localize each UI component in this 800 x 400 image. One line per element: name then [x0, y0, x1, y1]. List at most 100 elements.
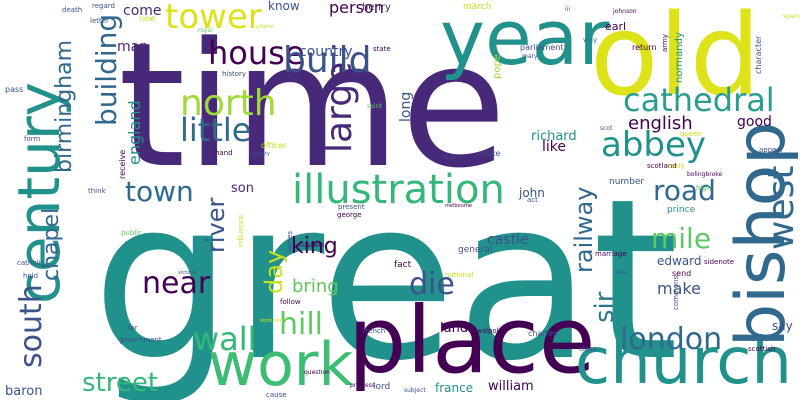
word-spain: spain	[783, 13, 800, 20]
word-subject: subject	[404, 387, 426, 394]
word-bring: bring	[292, 276, 339, 297]
word-johnson: johnson	[613, 8, 637, 15]
word-day: day	[260, 249, 288, 294]
word-work: work	[208, 330, 354, 400]
word-army: army	[661, 33, 669, 52]
word-north: north	[180, 83, 277, 124]
word-england: england	[125, 100, 144, 165]
word-place: place	[348, 287, 596, 394]
word-fact: fact	[394, 260, 412, 270]
word-richard: richard	[531, 129, 577, 144]
word-house: house	[208, 34, 305, 72]
word-early: early	[667, 162, 685, 170]
word-baron: baron	[5, 384, 43, 399]
word-die: die	[409, 267, 455, 302]
word-life: life	[124, 241, 140, 252]
word-abbey: abbey	[601, 125, 707, 165]
word-french: french	[363, 327, 386, 335]
word-character: character	[754, 35, 763, 74]
word-church: church	[575, 325, 792, 399]
word-make: make	[657, 279, 701, 298]
word-say: say	[772, 319, 793, 333]
word-castle: castle	[487, 232, 529, 248]
word-country: country	[299, 44, 353, 60]
word-return: return	[632, 43, 657, 52]
word-appear: appear	[759, 146, 784, 154]
word-receive: receive	[118, 149, 127, 179]
word-george: george	[337, 211, 362, 219]
word-far: far	[128, 324, 138, 332]
word-little: little	[180, 111, 252, 149]
word-cathedral: cathedral	[623, 81, 775, 119]
word-visit: visit	[443, 154, 456, 161]
word-commons: commons	[672, 275, 680, 310]
word-bolingbroke: bolingbroke	[687, 171, 723, 178]
word-government: government	[119, 336, 162, 344]
word-cause: cause	[266, 391, 287, 399]
word-railway: railway	[570, 186, 598, 273]
word-wall: wall	[193, 320, 257, 358]
word-duke: duke	[481, 149, 501, 158]
word-prince: prince	[667, 205, 696, 215]
word-person: person	[329, 0, 384, 17]
word-king: king	[291, 234, 338, 259]
word-question: question	[304, 369, 330, 376]
word-send: send	[672, 269, 692, 278]
word-regard: regard	[92, 2, 115, 10]
word-follow: follow	[280, 298, 301, 306]
word-princess: princess	[350, 382, 375, 389]
word-long: long	[398, 91, 414, 122]
word-dominion: dominion	[260, 318, 284, 324]
word-earl: earl	[605, 20, 627, 33]
word-hand: hand	[215, 149, 233, 157]
word-mile: mile	[651, 222, 712, 255]
word-build: build	[283, 40, 372, 81]
word-history: history	[222, 70, 247, 78]
word-pass: pass	[5, 85, 24, 94]
word-hold: hold	[23, 272, 39, 280]
word-james: james	[286, 230, 294, 252]
word-royal: royal	[198, 27, 213, 34]
word-high: high	[696, 184, 712, 192]
word-way: way	[583, 36, 598, 44]
word-pope: pope	[492, 54, 503, 79]
word-henry: henry	[362, 2, 391, 13]
word-new: new	[139, 14, 156, 23]
word-act: act	[527, 196, 538, 204]
word-south: south	[14, 284, 49, 368]
word-number: number	[609, 177, 645, 187]
word-like: like	[542, 139, 567, 155]
word-street: street	[82, 368, 159, 398]
word-scottish: scottish	[748, 345, 776, 353]
word-letter: letter	[90, 17, 109, 25]
word-queen: queen	[680, 130, 702, 138]
word-marriage: marriage	[595, 250, 627, 258]
word-good: good	[737, 114, 772, 130]
word-majesty: majesty	[250, 151, 270, 157]
word-elizabeth: elizabeth	[297, 242, 325, 249]
word-sir: sir	[590, 291, 620, 323]
word-great: great	[92, 152, 679, 400]
word-tower: tower	[165, 0, 262, 37]
word-near: near	[142, 266, 211, 301]
word-know: know	[268, 0, 300, 13]
word-town: town	[125, 175, 194, 208]
word-man: man	[117, 39, 149, 55]
word-law: law	[616, 269, 627, 276]
word-scot: scot	[600, 125, 613, 132]
word-normandy: normandy	[674, 32, 685, 83]
word-officer: officer	[261, 141, 287, 150]
word-public: public	[121, 229, 143, 237]
word-edward: edward	[657, 254, 702, 268]
word-time: time	[118, 5, 507, 206]
word-class: class	[579, 345, 597, 353]
word-death: death	[62, 6, 83, 14]
word-scotland: scotland	[647, 162, 677, 170]
word-hill: hill	[279, 307, 324, 342]
word-river: river	[202, 197, 230, 253]
word-son: son	[231, 181, 254, 196]
word-illustration: illustration	[292, 167, 505, 213]
word-land: land	[440, 321, 469, 336]
word-william: william	[488, 379, 534, 394]
